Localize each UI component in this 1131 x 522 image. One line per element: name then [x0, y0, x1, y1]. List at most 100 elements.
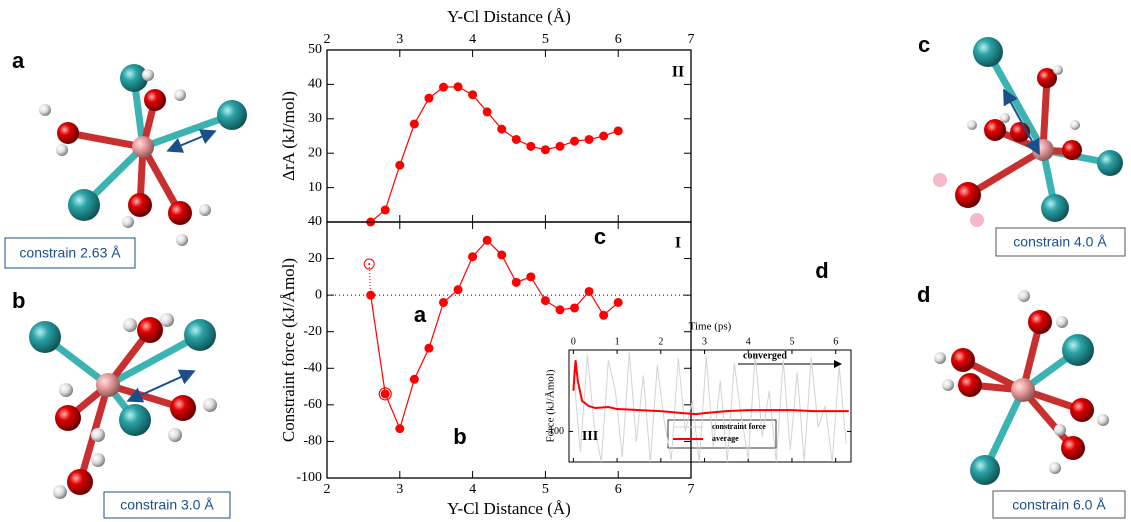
x-axis-title: Y-Cl Distance (Å)	[447, 499, 571, 518]
panel-caption: constrain 6.0 Å	[1012, 497, 1106, 513]
y-axis-title: ΔrA (kJ/mol)	[279, 91, 298, 181]
annotation: III	[582, 429, 598, 444]
data-point	[424, 93, 434, 103]
data-point	[468, 252, 478, 262]
data-point	[366, 290, 376, 300]
data-point	[468, 90, 478, 100]
x-tick-label: 4	[746, 336, 751, 347]
x-tick-label: 6	[833, 336, 838, 347]
x-tick-label: 2	[658, 336, 663, 347]
data-point	[599, 131, 609, 141]
x-tick-label: 4	[469, 32, 476, 47]
annotation: d	[815, 258, 828, 283]
data-point	[395, 160, 405, 170]
data-point	[555, 141, 565, 151]
y-tick-label: -60	[303, 397, 322, 412]
data-point	[584, 286, 594, 296]
plot-frame	[326, 49, 692, 223]
data-point	[380, 205, 390, 215]
data-point	[526, 141, 536, 151]
x-tick-label: 3	[702, 336, 707, 347]
panel-caption: constrain 4.0 Å	[1013, 234, 1107, 250]
legend-label: constraint force	[712, 422, 766, 431]
data-point	[453, 82, 463, 92]
panel-letter: a	[12, 48, 25, 73]
y-tick-label: 0	[315, 287, 322, 302]
data-point	[613, 126, 623, 136]
y-tick-label: -80	[303, 434, 322, 449]
data-point	[584, 134, 594, 144]
y-tick-label: 20	[308, 251, 322, 266]
y-tick-label: 10	[308, 180, 322, 195]
x-tick-label: 3	[396, 482, 403, 497]
y-tick-label: 40	[308, 214, 322, 229]
data-point	[363, 258, 375, 270]
molecule-b	[29, 313, 231, 519]
data-point-center	[368, 263, 371, 266]
data-point	[599, 310, 609, 320]
x-tick-label: 7	[688, 482, 695, 497]
data-point	[540, 145, 550, 155]
x-tick-label: 5	[542, 32, 549, 47]
y-tick-label: -20	[303, 324, 322, 339]
x-tick-label: 2	[324, 482, 331, 497]
data-point	[555, 305, 565, 315]
data-point	[540, 296, 550, 306]
y-tick-label: -100	[546, 426, 564, 437]
data-point	[453, 285, 463, 295]
data-point	[526, 272, 536, 282]
data-point	[613, 297, 623, 307]
annotation: b	[453, 424, 466, 449]
molecule-a	[4, 64, 247, 269]
x-tick-label: 3	[396, 32, 403, 47]
y-tick-label: 30	[308, 111, 322, 126]
y-tick-label: 50	[308, 42, 322, 57]
series-line	[572, 351, 847, 462]
data-point	[511, 134, 521, 144]
x-tick-label: 0	[571, 336, 576, 347]
y-tick-label: -100	[296, 470, 322, 485]
panel-letter: b	[12, 288, 25, 313]
plot-frame	[568, 349, 852, 463]
y-axis-title: Force (kJ/Åmol)	[545, 369, 557, 442]
legend-label: average	[712, 434, 739, 443]
x-tick-label: 1	[615, 336, 620, 347]
data-point	[570, 136, 580, 146]
x-tick-label: 2	[324, 32, 331, 47]
data-point	[482, 107, 492, 117]
x-axis-title: Y-Cl Distance (Å)	[447, 7, 571, 26]
data-point	[438, 82, 448, 92]
series-line	[370, 86, 619, 223]
x-tick-label: 5	[542, 482, 549, 497]
x-tick-label: 6	[615, 32, 622, 47]
data-point	[409, 119, 419, 129]
x-axis-title: Time (ps)	[689, 321, 732, 333]
data-point	[378, 387, 392, 401]
x-tick-label: 5	[789, 336, 794, 347]
x-tick-label: 7	[688, 32, 695, 47]
y-tick-label: 20	[308, 145, 322, 160]
annotation: c	[594, 224, 606, 249]
annotation: II	[672, 64, 684, 81]
data-point	[380, 389, 390, 399]
series-line	[368, 264, 372, 296]
panel-caption: constrain 3.0 Å	[120, 497, 214, 513]
panel-caption: constrain 2.63 Å	[19, 245, 121, 261]
y-tick-label: -40	[303, 361, 322, 376]
molecule-c	[933, 37, 1126, 257]
data-point	[438, 297, 448, 307]
data-point	[497, 250, 507, 260]
x-tick-label: 6	[615, 482, 622, 497]
panel-letter: d	[917, 282, 930, 307]
molecule-d	[934, 290, 1126, 519]
annotation: a	[414, 302, 427, 327]
data-point	[482, 235, 492, 245]
data-point	[409, 374, 419, 384]
annotation: converged	[743, 350, 787, 361]
data-point	[424, 343, 434, 353]
data-point	[395, 424, 405, 434]
annotation: I	[675, 235, 681, 252]
x-tick-label: 4	[469, 482, 476, 497]
